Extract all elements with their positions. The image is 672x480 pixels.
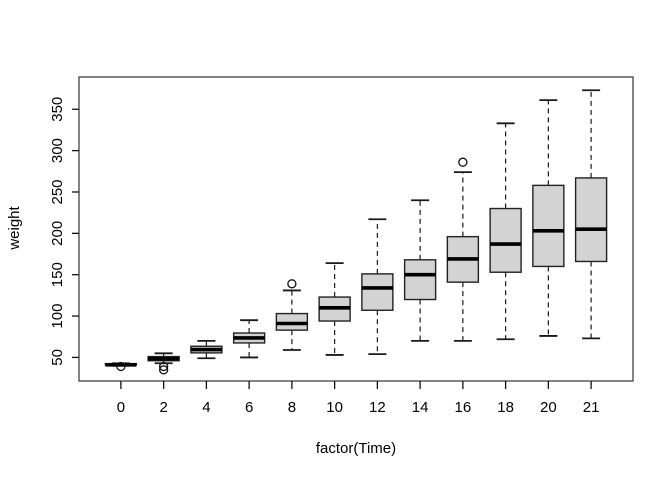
x-tick-label: 2	[159, 399, 167, 416]
plot-frame	[78, 76, 634, 382]
y-tick-label: 300	[49, 138, 66, 163]
x-axis-title: factor(Time)	[316, 440, 396, 457]
outlier-point	[458, 157, 468, 167]
y-tick-label: 50	[49, 349, 66, 366]
x-tick-label: 21	[583, 399, 600, 416]
y-tick-label: 100	[49, 304, 66, 329]
outlier-point	[116, 361, 126, 372]
x-tick-label: 12	[369, 399, 386, 416]
outlier-point	[158, 365, 169, 375]
x-tick-label: 14	[412, 399, 429, 416]
y-tick-label: 250	[49, 179, 66, 204]
x-tick-label: 4	[202, 399, 210, 416]
box-time-20	[532, 184, 565, 268]
x-tick-label: 8	[288, 399, 296, 416]
outlier-point	[287, 279, 297, 289]
x-tick-label: 0	[117, 399, 125, 416]
box-time-18	[489, 207, 522, 273]
y-tick-label: 200	[49, 221, 66, 246]
box-time-12	[361, 273, 394, 311]
x-tick-label: 16	[455, 399, 472, 416]
x-tick-label: 10	[326, 399, 343, 416]
y-tick-label: 350	[49, 97, 66, 122]
x-tick-label: 20	[540, 399, 557, 416]
y-axis-title: weight	[6, 205, 23, 250]
plot-layer: 50 100 150 200 250 300 350 0 2 4 6 8 10 12 14 16 18 20 21	[49, 76, 634, 416]
y-tick-label: 150	[49, 262, 66, 287]
box-time-14	[403, 259, 437, 301]
x-tick-label: 18	[497, 399, 514, 416]
x-tick-label: 6	[245, 399, 253, 416]
outlier-point	[158, 361, 169, 372]
box-time-21	[574, 177, 608, 263]
